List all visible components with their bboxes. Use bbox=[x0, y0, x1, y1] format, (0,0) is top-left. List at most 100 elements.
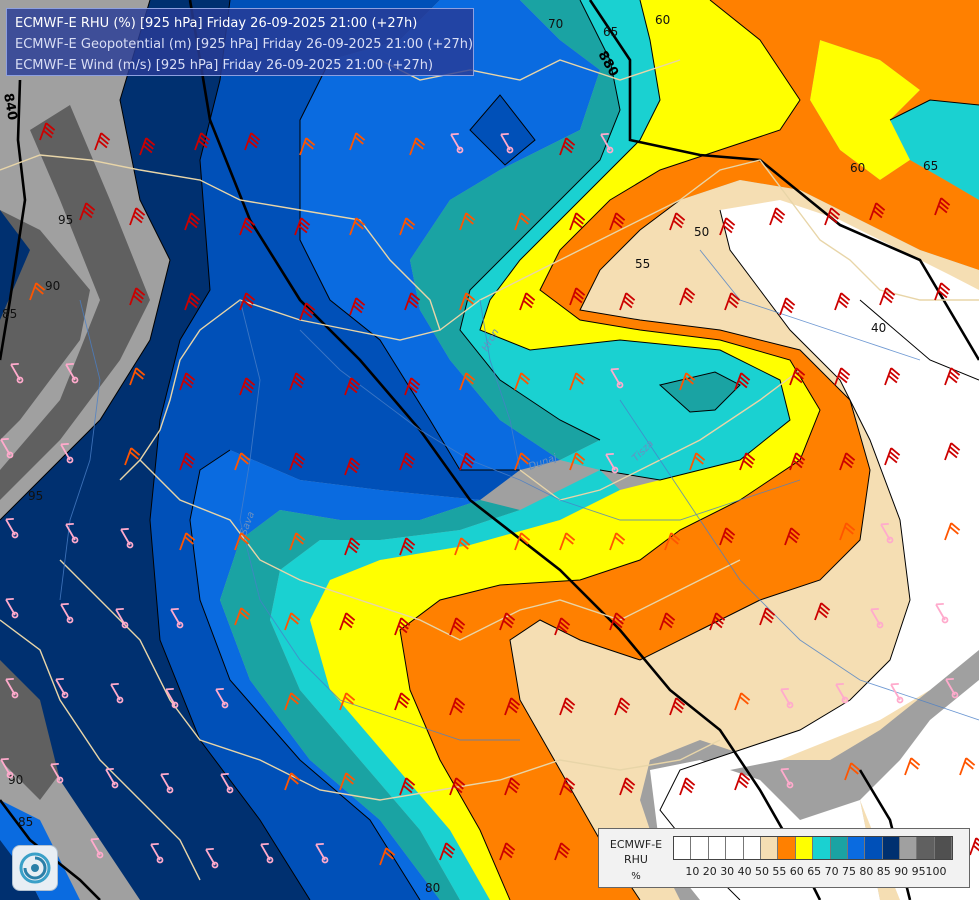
wind-barb bbox=[569, 372, 586, 391]
wind-barb bbox=[94, 132, 111, 151]
wind-barb bbox=[719, 217, 736, 236]
legend-tick-label: 85 bbox=[876, 865, 891, 878]
wind-barb bbox=[689, 452, 706, 471]
wind-barb bbox=[779, 297, 796, 316]
wind-barb bbox=[514, 212, 531, 231]
wind-barb bbox=[734, 372, 751, 391]
legend-swatch bbox=[708, 837, 727, 859]
rhu-band-80-85-pocket bbox=[470, 95, 535, 165]
header-wind-title: ECMWF-E Wind (m/s) [925 hPa] Friday 26-0… bbox=[15, 58, 434, 73]
legend-swatch bbox=[882, 837, 901, 859]
wind-barb bbox=[890, 683, 904, 704]
wind-barb bbox=[679, 372, 696, 391]
wind-barb bbox=[244, 132, 261, 151]
wind-barb bbox=[499, 612, 516, 631]
wind-barb bbox=[945, 678, 959, 699]
wind-barb bbox=[404, 292, 421, 311]
wind-barb bbox=[129, 367, 146, 386]
wind-barb bbox=[139, 137, 156, 156]
wind-barb bbox=[220, 773, 234, 794]
legend-swatch bbox=[726, 837, 744, 859]
wind-barb bbox=[129, 207, 146, 226]
wind-barb bbox=[884, 367, 901, 386]
wind-barb bbox=[814, 602, 831, 621]
legend-tick-label: 100 bbox=[925, 865, 947, 878]
wind-barb bbox=[120, 528, 134, 549]
rivers bbox=[59, 249, 979, 741]
wind-barb bbox=[284, 612, 301, 631]
contour-label: 70 bbox=[548, 17, 563, 31]
wind-barb bbox=[734, 692, 751, 711]
wind-barb bbox=[349, 297, 366, 316]
legend-swatch bbox=[743, 837, 761, 859]
header-rhu-title: ECMWF-E RHU (%) [925 hPa] Friday 26-09-2… bbox=[15, 16, 418, 31]
wind-barb bbox=[569, 212, 586, 231]
legend-tick-label: 50 bbox=[755, 865, 769, 878]
legend-tick-label: 80 bbox=[859, 865, 874, 878]
contour-label: 80 bbox=[425, 881, 440, 895]
legend-swatch bbox=[847, 837, 866, 859]
legend-tick-label: 55 bbox=[772, 865, 787, 878]
wind-barb bbox=[110, 683, 124, 704]
wind-barb bbox=[239, 377, 256, 396]
wind-barb bbox=[215, 688, 229, 709]
wind-barb bbox=[934, 197, 951, 216]
contour-label: 55 bbox=[635, 257, 650, 271]
wind-barb bbox=[780, 688, 794, 709]
wind-barb bbox=[569, 287, 586, 306]
wind-barb bbox=[60, 443, 74, 464]
wind-barb bbox=[514, 532, 531, 551]
wind-barb bbox=[554, 617, 571, 636]
wind-barb bbox=[679, 777, 696, 796]
wind-barb bbox=[454, 537, 471, 556]
wind-barb bbox=[664, 532, 681, 551]
wind-barb bbox=[449, 697, 466, 716]
wind-barb bbox=[344, 457, 361, 476]
rhu-legend: ECMWF-E RHU % 10 20 30 40 50 55 60 65 70 75 80 85 90… bbox=[598, 828, 970, 888]
wind-barb bbox=[29, 282, 46, 301]
wind-barb bbox=[284, 692, 301, 711]
wind-barb bbox=[234, 607, 251, 626]
wind-barb bbox=[619, 777, 636, 796]
legend-tick-label: 95 bbox=[911, 865, 926, 878]
rhu-band-60-65 bbox=[310, 0, 820, 900]
wind-barb bbox=[719, 527, 736, 546]
wind-barb bbox=[260, 843, 274, 864]
wind-barb bbox=[124, 447, 141, 466]
legend-swatch bbox=[813, 837, 831, 859]
legend-swatch bbox=[830, 837, 848, 859]
legend-swatch bbox=[778, 837, 796, 859]
wind-barb bbox=[559, 697, 576, 716]
contour-label: 90 bbox=[8, 773, 23, 787]
wind-barb bbox=[0, 438, 14, 459]
wind-barb bbox=[10, 363, 24, 384]
wind-barb bbox=[614, 697, 631, 716]
rhu-band-70-75 bbox=[220, 0, 620, 900]
wind-barb bbox=[184, 212, 201, 231]
legend-swatch bbox=[674, 837, 692, 859]
legend-tick-label: 75 bbox=[842, 865, 856, 878]
legend-swatch bbox=[795, 837, 814, 859]
wind-barb bbox=[379, 847, 396, 866]
wind-barb bbox=[60, 603, 74, 624]
wind-barb bbox=[609, 532, 626, 551]
wind-barb bbox=[679, 287, 696, 306]
contour-label: 60 bbox=[850, 161, 865, 175]
legend-swatch bbox=[760, 837, 779, 859]
wind-barb bbox=[944, 522, 961, 541]
rhu-band-55-60 bbox=[400, 0, 979, 900]
wind-barb bbox=[904, 757, 921, 776]
rhu-band-85-90 bbox=[0, 0, 310, 900]
wind-barb bbox=[934, 282, 951, 301]
wind-barb bbox=[514, 372, 531, 391]
legend-title: ECMWF-E RHU bbox=[603, 837, 669, 867]
wind-barb bbox=[184, 292, 201, 311]
wind-barb bbox=[514, 452, 531, 471]
wind-barb bbox=[5, 518, 19, 539]
wind-barb bbox=[39, 122, 56, 141]
wind-barb bbox=[65, 523, 79, 544]
wind-barb bbox=[610, 368, 624, 389]
wind-barb bbox=[969, 837, 979, 856]
